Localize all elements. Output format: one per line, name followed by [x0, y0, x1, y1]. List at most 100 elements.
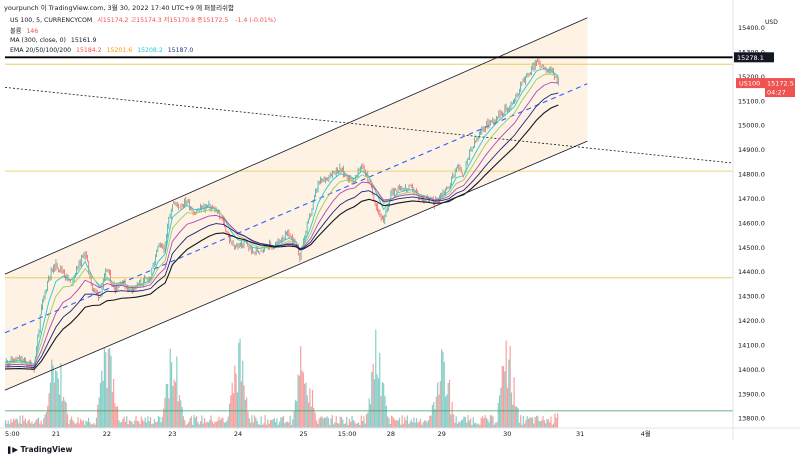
channel-upper-line: [4, 17, 588, 275]
volume-bar: [247, 411, 249, 428]
volume-bar: [550, 416, 552, 428]
volume-bar: [433, 402, 435, 428]
volume-bar: [90, 424, 92, 428]
volume-bar: [124, 421, 127, 428]
volume-bar: [128, 420, 131, 428]
volume-bar: [390, 415, 393, 428]
volume-bar: [261, 424, 264, 428]
volume-bar: [114, 403, 116, 428]
volume-bar: [388, 417, 390, 428]
level-price-tag: [734, 52, 774, 63]
legend-ema-value-50: 15201.6: [106, 47, 133, 54]
ema-50-line: [4, 73, 559, 366]
volume-bar: [408, 424, 410, 428]
volume-bar: [28, 419, 30, 428]
volume-bar: [439, 381, 441, 428]
volume-bar: [434, 409, 436, 428]
volume-bar: [549, 422, 551, 428]
volume-bar: [313, 408, 315, 428]
volume-bar: [289, 415, 291, 428]
volume-bar: [196, 415, 198, 428]
volume-bar: [44, 414, 46, 428]
volume-bar: [335, 415, 337, 428]
volume-bar: [170, 362, 173, 428]
volume-bar: [107, 349, 109, 428]
volume-bar: [26, 423, 28, 428]
volume-bar: [163, 408, 165, 428]
volume-bar: [87, 417, 90, 428]
volume-bar: [476, 424, 478, 428]
price-tick-label: 15400.0: [738, 24, 765, 32]
volume-bar: [553, 423, 555, 428]
volume-bar: [516, 406, 518, 428]
volume-bar: [487, 419, 489, 428]
legend-ohlc-3: 종15172.5: [197, 17, 229, 24]
volume-bar: [471, 424, 473, 428]
volume-bar: [78, 423, 80, 428]
volume-bar: [240, 381, 243, 428]
volume-bar: [126, 416, 128, 428]
volume-bar: [396, 420, 398, 428]
volume-bar: [437, 382, 439, 428]
volume-bar: [306, 395, 308, 428]
legend-ma-label: MA (300, close, 0): [10, 37, 66, 44]
volume-bar: [41, 424, 44, 428]
volume-bar: [198, 424, 200, 428]
volume-bar: [7, 420, 9, 428]
volume-bar: [74, 424, 77, 428]
volume-bar: [284, 423, 286, 428]
volume-bar: [281, 417, 283, 428]
volume-bar: [210, 415, 212, 428]
volume-bar: [33, 422, 36, 428]
time-tick-label: 23: [168, 430, 176, 438]
volume-bar: [20, 423, 23, 428]
volume-bar: [177, 401, 179, 428]
volume-bar: [140, 416, 142, 428]
volume-bar: [394, 420, 397, 428]
volume-bar: [495, 422, 497, 428]
volume-bar: [418, 421, 420, 428]
volume-bar: [429, 415, 431, 428]
volume-bar: [385, 405, 387, 428]
volume-bar: [147, 416, 149, 428]
volume-bar: [244, 399, 246, 428]
volume-bar: [168, 398, 170, 428]
volume-bar: [319, 417, 322, 428]
ema-20-line: [4, 68, 559, 365]
volume-bar: [331, 415, 333, 428]
time-tick-label: 28: [387, 430, 395, 438]
volume-bar: [6, 423, 8, 428]
price-tick-label: 14200.0: [738, 317, 765, 325]
volume-bar: [257, 424, 260, 428]
price-tick-label: 14100.0: [738, 341, 765, 349]
volume-bar: [342, 419, 344, 428]
tradingview-brand-text: TradingView: [20, 445, 73, 454]
volume-bar: [372, 363, 374, 428]
time-tick-label: 31: [576, 430, 584, 438]
volume-bar: [101, 370, 103, 428]
volume-bar: [66, 414, 69, 428]
volume-bar: [73, 422, 75, 428]
volume-bar: [522, 415, 524, 428]
last-price-tag-text: 15172.5: [767, 80, 794, 88]
volume-bar: [421, 424, 423, 428]
price-tick-label: 14600.0: [738, 219, 765, 227]
symbol-tag: [736, 78, 765, 89]
volume-bar: [197, 421, 199, 428]
volume-bar: [510, 392, 513, 428]
volume-bar: [193, 415, 195, 428]
volume-bar: [252, 422, 254, 428]
volume-bar: [373, 379, 376, 428]
volume-bar: [387, 416, 389, 428]
volume-bar: [358, 422, 360, 428]
volume-bar: [242, 360, 244, 428]
volume-bar: [223, 422, 225, 428]
volume-bar: [307, 402, 310, 428]
volume-bar: [51, 359, 53, 428]
volume-bar: [152, 423, 154, 428]
legend-ema-value-200: 15187.0: [167, 47, 194, 54]
volume-bar: [430, 415, 432, 428]
volume-bar: [333, 424, 335, 428]
volume-bar: [463, 416, 465, 428]
